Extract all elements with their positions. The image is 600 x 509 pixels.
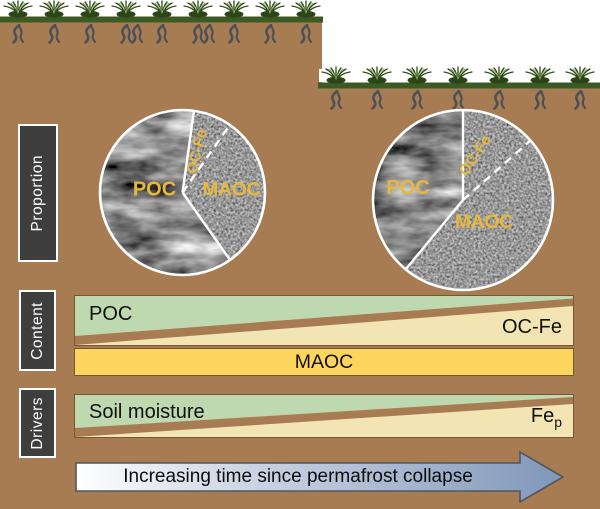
poc-bar-label: POC [89, 303, 133, 325]
timeline-arrow-label: Increasing time since permafrost collaps… [123, 466, 473, 487]
grass-tuft-icon [562, 66, 598, 85]
grass-tuft-icon [318, 66, 354, 85]
grass-tuft-icon [180, 0, 216, 19]
grass-tuft-icon [481, 66, 517, 85]
soil-moisture-decreasing-wedge [75, 395, 573, 428]
lower-surface-strip [318, 82, 600, 89]
pie-rim [371, 108, 555, 292]
grass-tuft-icon [216, 0, 252, 19]
grass-tuft-icon [108, 0, 144, 19]
grass-tuft-icon [522, 66, 558, 85]
proportion-label-text: Proportion [29, 154, 46, 232]
ocfe-bar-label: OC-Fe [502, 316, 562, 338]
drivers-wedge-bar: Soil moisture Fep [74, 394, 574, 438]
grass-tuft-icon [359, 66, 395, 85]
pie-label-maoc: MAOC [202, 180, 260, 201]
arrow-shape [75, 450, 565, 504]
pie-label-maoc: MAOC [455, 212, 513, 233]
poc-decreasing-wedge [75, 296, 573, 336]
grass-tuft-icon [440, 66, 476, 85]
grass-tuft-icon [288, 0, 324, 19]
grass-tuft-icon [144, 0, 180, 19]
pie-label-poc: POC [386, 177, 429, 199]
content-wedge-bar: POC OC-Fe [74, 295, 574, 346]
maoc-bar: MAOC [74, 348, 574, 376]
grass-tuft-icon [0, 0, 36, 19]
pie-label-poc: POC [133, 179, 176, 201]
pie-rim [98, 108, 267, 277]
slice-divider [181, 191, 232, 261]
slice-divider [404, 199, 464, 271]
section-label-drivers: Drivers [19, 388, 56, 458]
maoc-bar-label: MAOC [294, 350, 354, 373]
content-label-text: Content [28, 301, 46, 360]
wedge-divider [75, 298, 573, 345]
wedge-divider [75, 397, 573, 437]
soil-moisture-label: Soil moisture [89, 401, 205, 423]
ocfe-maoc-dashed-divider [462, 139, 532, 201]
slice-divider [181, 110, 196, 193]
grass-tuft-icon [36, 0, 72, 19]
section-label-proportion: Proportion [18, 124, 58, 262]
section-label-content: Content [19, 290, 56, 371]
grass-tuft-icon [399, 66, 435, 85]
fep-label: Fep [530, 405, 562, 430]
timeline-arrow [75, 450, 565, 504]
grass-tuft-icon [72, 0, 108, 19]
upper-surface-strip [0, 16, 323, 23]
drivers-label-text: Drivers [28, 396, 46, 450]
grass-tuft-icon [252, 0, 288, 19]
